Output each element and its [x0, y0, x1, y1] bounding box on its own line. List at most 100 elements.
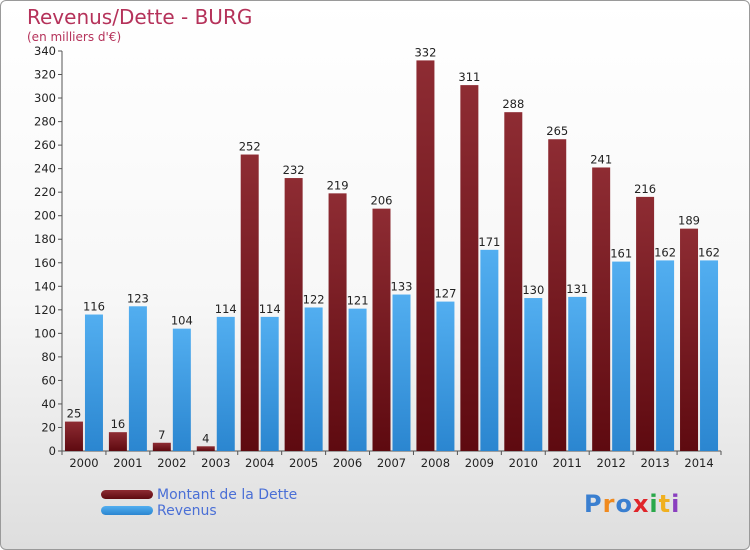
data-label-revenus: 104 [171, 314, 193, 328]
bar-dette [372, 208, 391, 451]
data-label-dette: 25 [67, 407, 82, 421]
y-tick-label: 200 [34, 209, 56, 223]
bar-revenus [304, 307, 323, 451]
bar-dette [64, 421, 83, 451]
data-label-revenus: 162 [698, 245, 720, 259]
data-label-dette: 7 [158, 428, 165, 442]
bar-revenus [172, 328, 191, 451]
data-label-revenus: 171 [478, 235, 500, 249]
bar-dette [152, 442, 171, 451]
logo-letter: x [632, 490, 650, 518]
bar-dette [108, 432, 127, 451]
x-tick-label: 2002 [157, 456, 186, 470]
y-tick-label: 60 [41, 373, 56, 387]
data-label-dette: 265 [546, 124, 568, 138]
data-label-dette: 311 [458, 70, 480, 84]
logo-letter: i [649, 490, 659, 518]
y-tick-label: 160 [34, 256, 56, 270]
y-tick-label: 100 [34, 326, 56, 340]
data-labels: 25 116 16 123 7 104 4 114 252 114 232 122 219 121 206 1… [67, 45, 720, 445]
bar-revenus [612, 261, 631, 451]
bar-dette [328, 193, 347, 451]
legend-swatch-revenus [101, 506, 153, 515]
chart-subtitle: (en milliers d'€) [27, 30, 122, 44]
x-tick-label: 2003 [201, 456, 230, 470]
legend-label-revenus: Revenus [157, 503, 217, 519]
logo-letter: t [658, 490, 672, 518]
bar-dette [592, 167, 611, 451]
data-label-dette: 16 [111, 417, 126, 431]
chart-title: Revenus/Dette - BURG [27, 5, 253, 29]
bar-revenus [128, 306, 147, 451]
y-tick-label: 120 [34, 303, 56, 317]
data-label-revenus: 131 [566, 282, 588, 296]
x-tick-label: 2011 [553, 456, 582, 470]
data-label-revenus: 116 [83, 300, 105, 314]
bar-revenus [656, 260, 675, 451]
y-tick-label: 280 [34, 115, 56, 129]
data-label-dette: 219 [327, 178, 349, 192]
x-tick-label: 2005 [289, 456, 318, 470]
y-tick-label: 0 [49, 444, 56, 458]
data-label-dette: 216 [634, 182, 656, 196]
data-label-dette: 332 [414, 45, 436, 59]
bar-revenus [700, 260, 719, 451]
y-tick-label: 300 [34, 91, 56, 105]
x-tick-label: 2000 [69, 456, 98, 470]
legend-swatch-dette [101, 490, 153, 499]
data-label-revenus: 162 [654, 245, 676, 259]
proxiti-logo: Proxiti [584, 490, 680, 518]
bar-dette [196, 446, 215, 451]
data-label-dette: 232 [283, 163, 305, 177]
x-tick-label: 2012 [597, 456, 626, 470]
data-label-dette: 252 [239, 140, 261, 154]
data-label-revenus: 121 [347, 294, 369, 308]
bar-revenus [436, 301, 455, 451]
y-tick-label: 140 [34, 279, 56, 293]
data-label-revenus: 114 [215, 302, 237, 316]
data-label-revenus: 130 [522, 283, 544, 297]
x-tick-label: 2009 [465, 456, 494, 470]
data-label-revenus: 114 [259, 302, 281, 316]
logo-letter: r [602, 490, 616, 518]
x-tick-label: 2010 [509, 456, 538, 470]
y-tick-label: 220 [34, 185, 56, 199]
axes: 0 20 40 60 80 100 120 140 160 180 200 220 240 260 280 3… [34, 44, 722, 470]
y-tick-label: 260 [34, 138, 56, 152]
data-label-dette: 206 [371, 194, 393, 208]
bar-dette [636, 196, 655, 451]
logo-letter: o [615, 490, 633, 518]
bar-revenus [260, 316, 279, 451]
logo-letter: i [671, 490, 681, 518]
y-tick-label: 20 [41, 420, 56, 434]
bar-dette [548, 139, 567, 451]
x-tick-label: 2006 [333, 456, 362, 470]
y-tick-label: 180 [34, 232, 56, 246]
logo-letter: P [584, 490, 603, 518]
x-tick-label: 2001 [113, 456, 142, 470]
bar-revenus [392, 294, 411, 451]
bar-dette [680, 228, 699, 451]
y-tick-label: 340 [34, 44, 56, 58]
bar-revenus [480, 249, 499, 451]
data-label-dette: 288 [502, 97, 524, 111]
x-tick-label: 2008 [421, 456, 450, 470]
x-tick-label: 2013 [640, 456, 669, 470]
bars [64, 60, 719, 452]
bar-dette [504, 112, 523, 452]
data-label-revenus: 127 [434, 287, 456, 301]
bar-dette [460, 85, 479, 451]
x-tick-label: 2014 [684, 456, 713, 470]
y-tick-label: 240 [34, 162, 56, 176]
bar-revenus [84, 314, 103, 451]
data-label-revenus: 123 [127, 291, 149, 305]
data-label-dette: 241 [590, 152, 612, 166]
y-tick-label: 40 [41, 397, 56, 411]
bar-revenus [568, 296, 587, 451]
bar-revenus [348, 308, 367, 451]
legend-label-dette: Montant de la Dette [157, 487, 298, 503]
data-label-revenus: 133 [391, 280, 413, 294]
bar-dette [240, 154, 259, 451]
